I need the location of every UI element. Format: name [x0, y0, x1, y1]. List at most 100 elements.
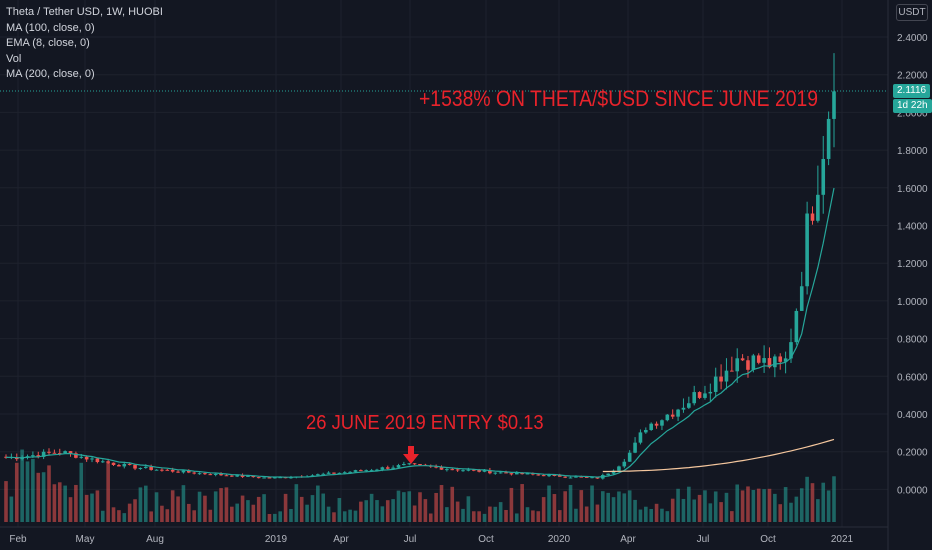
- volume-bar: [633, 499, 637, 522]
- candle-body: [208, 474, 213, 476]
- candle-body: [579, 476, 584, 478]
- candle-body: [730, 370, 734, 372]
- candle-body: [353, 470, 358, 472]
- volume-bar: [160, 505, 164, 522]
- candle-body: [724, 370, 729, 382]
- candle-body: [778, 356, 783, 362]
- x-tick-label: 2021: [831, 534, 854, 545]
- y-tick-label: 0.6000: [897, 372, 928, 383]
- candle-body: [557, 475, 562, 477]
- volume-bar: [450, 486, 455, 522]
- candle-body: [235, 475, 239, 477]
- volume-bar: [644, 506, 648, 522]
- candle-body: [756, 355, 761, 363]
- candle-body: [79, 456, 84, 458]
- candle-body: [256, 477, 261, 479]
- volume-bar: [4, 481, 8, 522]
- candle-body: [246, 475, 250, 477]
- volume-bar: [192, 510, 196, 522]
- volume-bar: [434, 492, 438, 522]
- chart-legend: Theta / Tether USD, 1W, HUOBI MA (100, c…: [6, 5, 163, 83]
- candle-body: [127, 463, 132, 465]
- candle-body: [31, 455, 35, 457]
- volume-bar: [595, 504, 600, 522]
- volume-bar: [654, 503, 659, 522]
- volume-bar: [251, 504, 256, 522]
- volume-bar: [9, 496, 14, 522]
- candle-body: [767, 358, 772, 368]
- candle-body: [326, 472, 331, 474]
- volume-bar: [36, 472, 41, 522]
- candle-body: [224, 475, 229, 477]
- volume-bar: [611, 497, 616, 522]
- volume-bar: [47, 465, 51, 522]
- candle-body: [826, 118, 831, 159]
- volume-bar: [369, 493, 374, 522]
- volume-bar: [326, 506, 331, 522]
- volume-bar: [601, 491, 605, 522]
- volume-bar: [74, 484, 78, 522]
- volume-bar: [278, 511, 283, 522]
- volume-bar: [79, 462, 84, 522]
- candle-body: [176, 471, 180, 473]
- volume-bar: [746, 486, 750, 522]
- volume-bar: [455, 501, 460, 522]
- candle-body: [203, 473, 207, 475]
- legend-ma200: MA (200, close, 0): [6, 68, 95, 80]
- y-tick-label: 2.4000: [897, 33, 928, 44]
- legend-title: Theta / Tether USD, 1W, HUOBI: [6, 6, 163, 18]
- candle-body: [821, 158, 826, 195]
- candle-body: [117, 465, 121, 467]
- volume-bar: [687, 486, 691, 522]
- candle-body: [697, 392, 702, 398]
- candle-body: [622, 461, 627, 467]
- volume-bar: [482, 513, 487, 522]
- y-tick-label: 1.2000: [897, 259, 928, 270]
- candle-body: [477, 469, 481, 472]
- volume-bar: [407, 491, 412, 522]
- volume-bar: [176, 496, 180, 522]
- volume-bar: [617, 491, 621, 522]
- volume-bar: [418, 492, 422, 522]
- volume-bar: [138, 487, 143, 522]
- candle-body: [154, 469, 159, 471]
- candle-body: [149, 466, 153, 470]
- volume-bar: [332, 512, 336, 522]
- currency-button[interactable]: USDT: [896, 4, 928, 21]
- volume-bar: [235, 503, 239, 522]
- volume-bar: [143, 485, 148, 522]
- candle-body: [514, 472, 519, 475]
- volume-bar: [531, 510, 535, 522]
- volume-bar: [321, 493, 326, 522]
- volume-bar: [488, 506, 492, 522]
- candle-body: [687, 403, 691, 408]
- candle-body: [644, 429, 648, 433]
- candle-body: [799, 286, 804, 311]
- y-tick-label: 1.8000: [897, 146, 928, 157]
- candle-body: [348, 471, 352, 473]
- candle-body: [590, 477, 594, 479]
- volume-bar: [740, 490, 745, 522]
- candle-body: [789, 342, 793, 359]
- volume-bar: [52, 484, 57, 522]
- candle-body: [541, 475, 546, 477]
- candle-body: [703, 393, 707, 398]
- volume-bar: [380, 506, 385, 522]
- candle-body: [708, 391, 713, 394]
- candle-body: [584, 476, 589, 478]
- volume-bar: [262, 494, 266, 522]
- volume-bar: [90, 493, 94, 522]
- volume-bar: [187, 503, 191, 522]
- candle-body: [606, 473, 610, 476]
- volume-bar: [826, 490, 831, 522]
- volume-bar: [541, 497, 546, 522]
- x-tick-label: Apr: [333, 534, 349, 545]
- volume-bar: [283, 493, 288, 522]
- volume-bar: [461, 508, 465, 522]
- candle-body: [676, 409, 680, 417]
- volume-bar: [348, 509, 352, 522]
- volume-bar: [584, 506, 589, 522]
- last-price-tag: 2.1116: [893, 84, 931, 98]
- candle-body: [493, 472, 498, 474]
